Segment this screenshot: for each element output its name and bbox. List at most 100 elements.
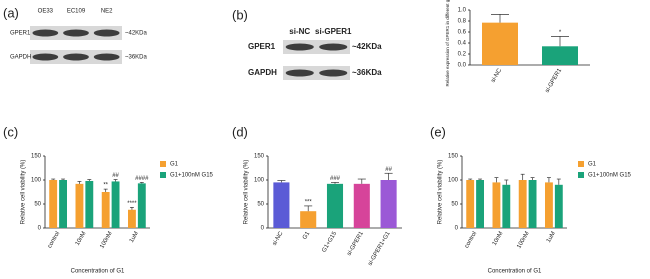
x-tick-label: 1uM bbox=[129, 231, 140, 244]
legend-swatch bbox=[160, 161, 166, 167]
blot-band bbox=[319, 43, 348, 51]
bar bbox=[528, 180, 537, 228]
bar bbox=[353, 183, 370, 228]
y-tick-label: 0 bbox=[38, 226, 42, 232]
y-tick-label: 0 bbox=[455, 226, 459, 232]
bar bbox=[85, 180, 94, 228]
legend-swatch bbox=[578, 161, 584, 167]
bar bbox=[273, 182, 290, 228]
blot-band bbox=[319, 69, 348, 77]
y-tick-label: 150 bbox=[254, 154, 265, 160]
significance-label: **** bbox=[127, 201, 137, 207]
y-tick-label: 150 bbox=[448, 154, 459, 160]
x-tick-label: control bbox=[464, 231, 478, 250]
bar bbox=[380, 180, 397, 228]
legend-label: G1 bbox=[170, 162, 179, 168]
y-tick-label: 0.6 bbox=[458, 30, 467, 36]
lane-label: si-GPER1 bbox=[315, 27, 352, 36]
row-size: ~36KDa bbox=[352, 68, 382, 77]
y-tick-label: 0.0 bbox=[458, 63, 467, 69]
lane-label: si-NC bbox=[289, 27, 310, 36]
x-tick-label: 100nM bbox=[99, 231, 113, 250]
x-tick-label: G1+G15 bbox=[321, 230, 338, 253]
x-tick-label: si-NC bbox=[490, 67, 503, 84]
blot-band bbox=[285, 43, 314, 51]
x-tick-label: 100nM bbox=[516, 231, 530, 250]
bar bbox=[101, 192, 110, 228]
blot-band bbox=[32, 29, 59, 37]
y-tick-label: 50 bbox=[34, 202, 41, 208]
row-size: ~42KDa bbox=[352, 42, 382, 51]
lane-label: NE2 bbox=[101, 9, 113, 15]
bar bbox=[518, 180, 527, 228]
x-axis-label: Concentration of G1 bbox=[71, 269, 125, 275]
bar bbox=[49, 180, 58, 228]
bar bbox=[502, 184, 511, 228]
bar bbox=[545, 182, 553, 228]
y-axis-label: Relative cell viability (%) bbox=[438, 160, 444, 225]
y-tick-label: 1.0 bbox=[458, 8, 467, 14]
significance-label: *** bbox=[305, 199, 313, 205]
row-name: GAPDH bbox=[10, 55, 31, 61]
x-tick-label: si-NC bbox=[272, 230, 285, 247]
y-tick-label: 0.4 bbox=[458, 41, 467, 47]
blot-band bbox=[32, 53, 59, 61]
y-tick-label: 0 bbox=[261, 226, 265, 232]
y-tick-label: 0.8 bbox=[458, 19, 467, 25]
bar bbox=[326, 183, 344, 228]
x-tick-label: control bbox=[47, 231, 61, 250]
panel-label: (e) bbox=[430, 124, 446, 139]
row-name: GAPDH bbox=[248, 68, 277, 77]
legend-swatch bbox=[160, 172, 166, 178]
significance-label: * bbox=[559, 30, 562, 36]
significance-label: #### bbox=[135, 176, 149, 182]
y-tick-label: 150 bbox=[31, 154, 42, 160]
x-tick-label: si-GPER1 bbox=[545, 67, 564, 94]
panel-label: (c) bbox=[3, 124, 18, 139]
bar bbox=[300, 211, 317, 228]
x-axis-label: Concentration of G1 bbox=[488, 269, 542, 275]
significance-label: ## bbox=[112, 173, 119, 179]
y-tick-label: 0.2 bbox=[458, 52, 467, 58]
significance-label: ## bbox=[385, 167, 392, 173]
bar bbox=[554, 184, 563, 228]
y-tick-label: 100 bbox=[448, 178, 459, 184]
legend-swatch bbox=[578, 172, 584, 178]
x-tick-label: si-GPER1+G1 bbox=[367, 230, 392, 267]
y-tick-label: 100 bbox=[31, 178, 42, 184]
lane-label: OE33 bbox=[38, 9, 54, 15]
y-axis-label: Relative expression of GPER1 in differen… bbox=[445, 0, 450, 86]
panel-label: (b) bbox=[232, 7, 248, 22]
bar bbox=[542, 46, 578, 65]
y-tick-label: 50 bbox=[257, 202, 264, 208]
bar bbox=[466, 180, 475, 228]
lane-label: EC109 bbox=[67, 9, 86, 15]
row-size: ~36KDa bbox=[125, 55, 148, 61]
x-tick-label: G1 bbox=[302, 230, 312, 241]
x-tick-label: 10nM bbox=[75, 231, 88, 247]
x-tick-label: 1uM bbox=[546, 231, 557, 244]
panel-label: (a) bbox=[3, 5, 19, 20]
panel-label: (d) bbox=[232, 124, 248, 139]
bar bbox=[476, 180, 484, 228]
blot-band bbox=[93, 53, 120, 61]
y-tick-label: 100 bbox=[254, 178, 265, 184]
y-tick-label: 50 bbox=[451, 202, 458, 208]
bar bbox=[482, 22, 518, 65]
legend-label: G1 bbox=[588, 162, 597, 168]
x-tick-label: 10nM bbox=[492, 231, 505, 247]
legend-label: G1+100nM G15 bbox=[170, 173, 214, 179]
x-tick-label: si-GPER1 bbox=[346, 230, 365, 257]
legend-label: G1+100nM G15 bbox=[588, 173, 632, 179]
blot-band bbox=[63, 29, 89, 37]
y-axis-label: Relative cell viability (%) bbox=[21, 160, 27, 225]
significance-label: ** bbox=[103, 183, 108, 189]
row-size: ~42KDa bbox=[125, 31, 148, 37]
bar bbox=[492, 182, 501, 228]
bar bbox=[75, 183, 84, 228]
bar bbox=[59, 180, 67, 228]
significance-label: ### bbox=[330, 176, 341, 182]
y-axis-label: Relative cell viability (%) bbox=[244, 160, 250, 225]
bar bbox=[128, 209, 136, 228]
